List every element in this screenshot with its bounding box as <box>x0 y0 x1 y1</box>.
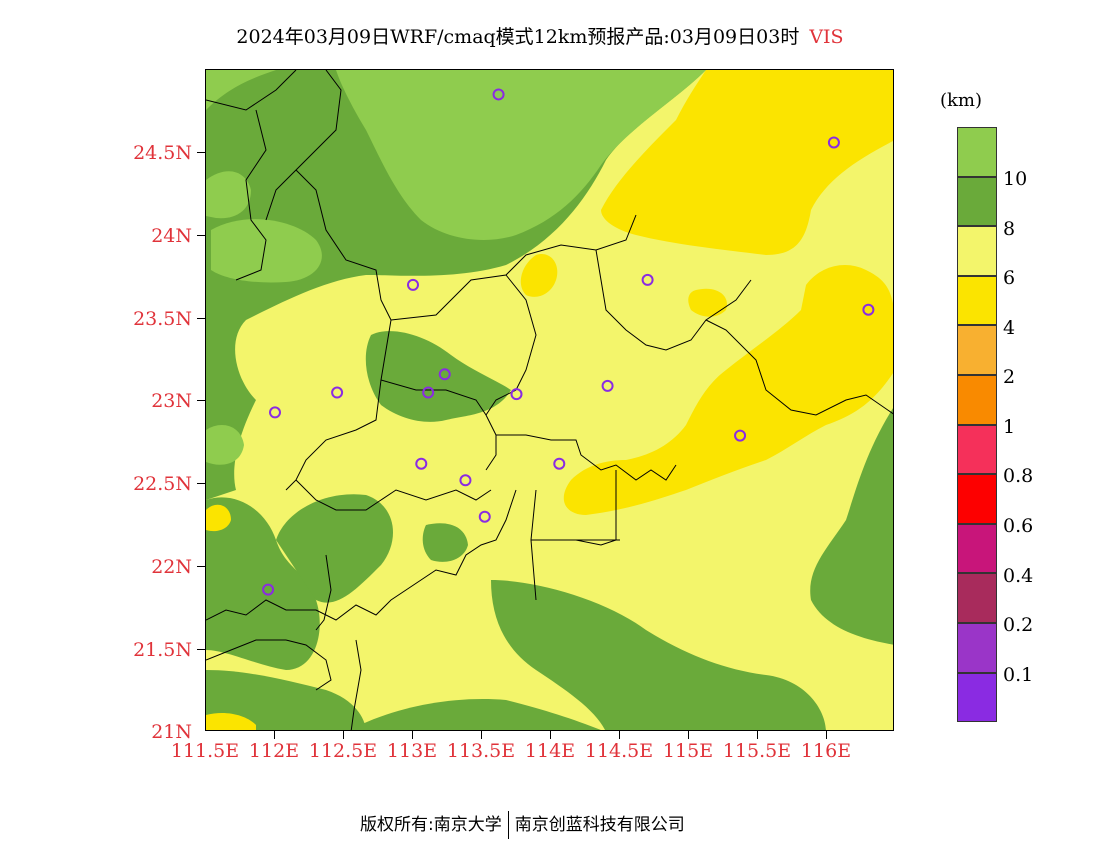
x-tick <box>688 731 689 739</box>
x-tick <box>550 731 551 739</box>
station-markers <box>262 88 875 596</box>
x-tick-label: 115.5E <box>722 740 792 762</box>
station-marker <box>601 379 614 392</box>
footer-left: 版权所有:南京大学 <box>360 815 502 835</box>
legend-label: 2 <box>1003 366 1016 388</box>
color-legend <box>957 127 997 723</box>
station-marker <box>407 278 419 291</box>
legend-label: 0.8 <box>1003 465 1034 487</box>
legend-label: 0.1 <box>1003 664 1034 686</box>
copyright-footer: 版权所有:南京大学 南京创蓝科技有限公司 <box>360 810 685 839</box>
legend-swatch <box>957 374 997 425</box>
x-tick <box>757 731 758 739</box>
legend-swatch <box>957 275 997 326</box>
map-title: 2024年03月09日WRF/cmaq模式12km预报产品:03月09日03时 V… <box>150 22 930 49</box>
legend-swatch <box>957 424 997 475</box>
x-tick-label: 112E <box>248 740 300 762</box>
x-tick-label: 112.5E <box>308 740 378 762</box>
x-tick-label: 111.5E <box>170 740 240 762</box>
y-tick-label: 24.5N <box>133 142 192 164</box>
y-tick <box>197 318 205 319</box>
legend-unit: (km) <box>940 90 983 111</box>
title-variable: VIS <box>809 26 844 48</box>
legend-label: 6 <box>1003 267 1016 289</box>
station-marker <box>492 88 505 101</box>
station-marker <box>734 429 747 442</box>
x-tick <box>481 731 482 739</box>
station-marker <box>827 136 840 149</box>
visibility-field-map <box>206 70 893 730</box>
legend-swatch <box>957 127 997 177</box>
legend-swatch <box>957 474 997 524</box>
x-tick-label: 113.5E <box>446 740 516 762</box>
y-tick-label: 22N <box>151 556 192 578</box>
station-marker <box>553 457 566 470</box>
vis-field-above-10 <box>206 70 706 465</box>
y-tick <box>197 235 205 236</box>
x-tick <box>412 731 413 739</box>
legend-label: 4 <box>1003 317 1016 339</box>
legend-label: 10 <box>1003 168 1028 190</box>
legend-label: 8 <box>1003 218 1016 240</box>
y-tick-label: 23N <box>151 390 192 412</box>
station-marker <box>478 510 491 523</box>
x-tick-label: 114.5E <box>584 740 654 762</box>
legend-swatch <box>957 325 997 375</box>
x-tick-label: 116E <box>800 740 852 762</box>
footer-separator <box>507 811 509 839</box>
y-tick <box>197 400 205 401</box>
title-main: 2024年03月09日WRF/cmaq模式12km预报产品:03月09日03时 <box>236 26 800 48</box>
legend-label: 1 <box>1003 416 1016 438</box>
legend-swatch <box>957 672 997 723</box>
y-tick-label: 23.5N <box>133 308 192 330</box>
x-tick <box>619 731 620 739</box>
vis-field-4-6 <box>206 70 893 730</box>
legend-swatch <box>957 176 997 227</box>
legend-label: 0.2 <box>1003 614 1034 636</box>
map-panel <box>205 69 894 731</box>
legend-swatch <box>957 226 997 276</box>
station-marker <box>641 273 654 286</box>
x-tick-label: 113E <box>386 740 438 762</box>
x-tick <box>274 731 275 739</box>
station-marker <box>459 474 472 487</box>
x-tick <box>343 731 344 739</box>
y-tick-label: 24N <box>151 225 192 247</box>
x-tick-label: 115E <box>662 740 714 762</box>
y-tick-label: 22.5N <box>133 473 192 495</box>
legend-swatch <box>957 573 997 623</box>
x-tick <box>826 731 827 739</box>
legend-swatch <box>957 622 997 673</box>
station-marker <box>422 386 435 399</box>
x-tick-label: 114E <box>524 740 576 762</box>
y-tick <box>197 649 205 650</box>
y-tick <box>197 152 205 153</box>
y-tick <box>197 566 205 567</box>
legend-swatch <box>957 523 997 574</box>
station-marker <box>331 386 344 399</box>
station-marker <box>438 368 451 381</box>
station-marker <box>262 583 275 596</box>
y-tick-label: 21N <box>151 721 192 743</box>
admin-boundaries <box>206 70 893 730</box>
station-marker <box>510 388 523 401</box>
y-tick <box>197 483 205 484</box>
legend-label: 0.4 <box>1003 565 1034 587</box>
footer-right: 南京创蓝科技有限公司 <box>514 815 685 835</box>
station-marker <box>269 406 281 419</box>
legend-label: 0.6 <box>1003 515 1034 537</box>
station-marker <box>415 457 428 470</box>
station-marker <box>862 303 875 316</box>
y-tick-label: 21.5N <box>133 639 192 661</box>
